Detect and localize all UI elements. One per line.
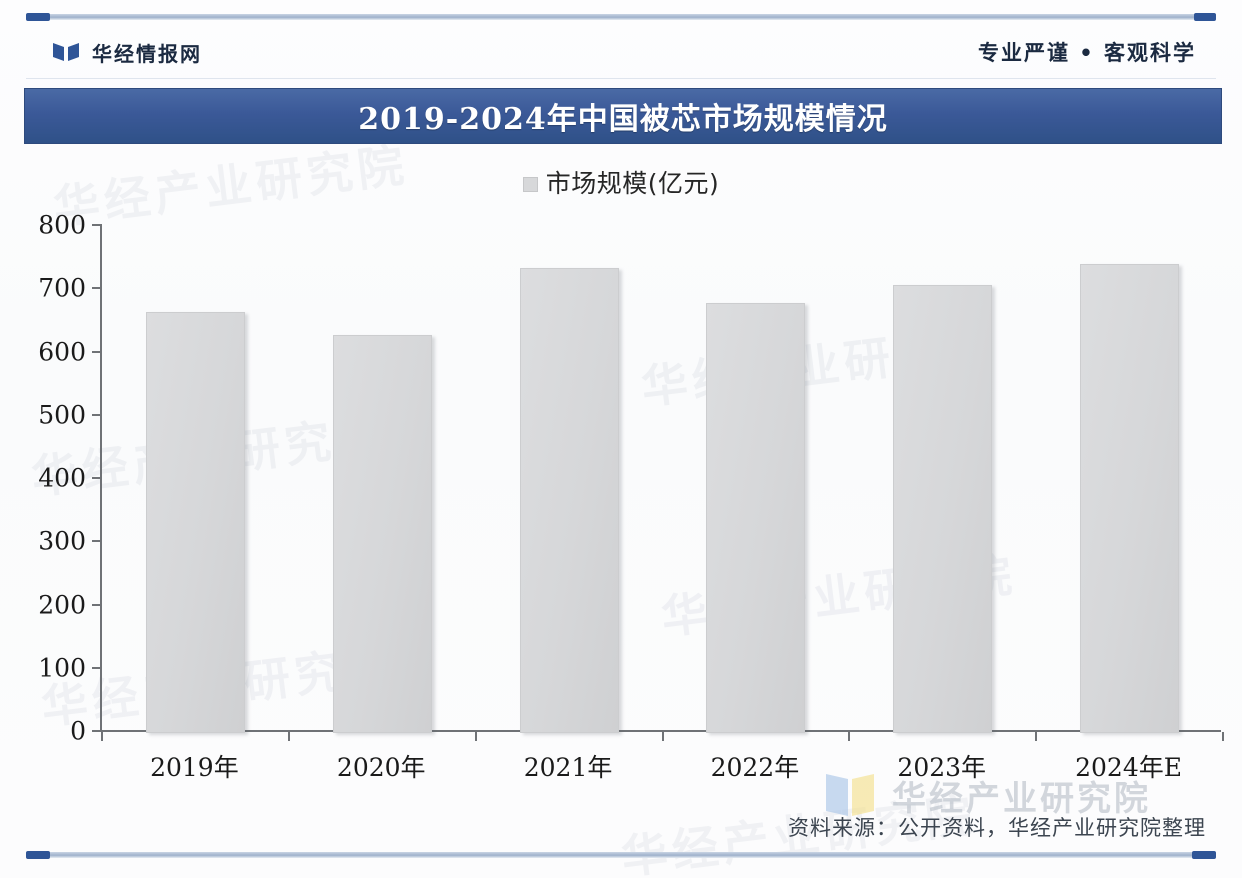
bar-2019年[interactable] <box>145 312 245 733</box>
y-axis-tick-mark <box>92 666 101 669</box>
x-axis-tick-mark <box>474 732 477 741</box>
x-axis-tick-label: 2022年 <box>710 753 800 782</box>
chart-legend[interactable]: 市场规模(亿元) <box>0 164 1242 200</box>
x-axis-tick-mark <box>1222 732 1224 741</box>
y-axis-tick-mark <box>92 413 101 416</box>
brand[interactable]: 华经情报网 <box>26 38 202 67</box>
y-axis-tick-mark <box>92 350 101 353</box>
corner-watermark-text: 华经产业研究院 <box>892 778 1151 819</box>
bar-2024年E[interactable] <box>1080 264 1180 733</box>
y-axis-tick-mark <box>92 224 101 226</box>
x-axis-tick-label: 2023年 <box>897 753 987 782</box>
book-wings-logo-icon <box>53 43 79 61</box>
bar-2021年[interactable] <box>519 268 619 733</box>
y-axis-tick-label: 500 <box>38 400 86 430</box>
y-axis-tick-label: 200 <box>38 590 86 619</box>
chart-title-bar: 2019-2024年中国被芯市场规模情况 <box>24 88 1222 144</box>
x-axis-tick-label: 2019年 <box>150 753 239 782</box>
rail-cap-right <box>1194 13 1216 21</box>
y-axis-tick-label: 300 <box>38 526 86 556</box>
rail-cap-right <box>1192 851 1216 859</box>
y-axis-tick-mark <box>92 287 101 290</box>
legend-swatch-market-size <box>522 176 538 192</box>
rail-cap-left <box>26 13 50 21</box>
x-axis-tick-label: 2020年 <box>336 753 426 782</box>
x-axis-tick-label: 2021年 <box>523 753 613 782</box>
huajing-book-logo-icon <box>826 774 874 816</box>
bar-2020年[interactable] <box>332 335 432 733</box>
x-axis-tick-mark <box>287 732 290 741</box>
x-axis-line <box>100 730 1221 732</box>
y-axis-tick-label: 400 <box>38 463 86 493</box>
y-axis-tick-label: 700 <box>38 273 86 303</box>
source-note: 资料来源：公开资料，华经产业研究院整理 <box>788 816 1206 840</box>
header-tagline: 专业严谨 • 客观科学 <box>977 41 1196 65</box>
y-axis-tick-label: 100 <box>38 653 86 683</box>
y-axis-tick-mark <box>92 540 101 543</box>
x-axis-tick-label: 2024年E <box>1075 753 1182 782</box>
y-axis-line <box>100 224 102 732</box>
y-axis-tick-mark <box>92 477 101 479</box>
legend-label-market-size: 市场规模(亿元) <box>545 169 720 198</box>
x-axis-tick-mark <box>661 732 664 741</box>
top-rail <box>26 13 1216 21</box>
y-axis-tick-mark <box>92 730 101 732</box>
y-axis-tick-label: 600 <box>38 337 86 366</box>
brand-name: 华经情报网 <box>92 41 202 66</box>
bar-2023年[interactable] <box>893 285 993 733</box>
y-axis-tick-label: 0 <box>70 716 86 746</box>
page-header: 华经情报网 专业严谨 • 客观科学 <box>26 26 1216 79</box>
y-axis-tick-label: 800 <box>38 210 86 240</box>
bar-2022年[interactable] <box>706 302 806 733</box>
page-title: 2019-2024年中国被芯市场规模情况 <box>358 102 888 137</box>
x-axis-tick-mark <box>101 732 103 741</box>
y-axis-tick-mark <box>92 603 101 606</box>
bottom-rail <box>26 851 1216 859</box>
corner-watermark: 华经产业研究院 <box>822 770 1151 820</box>
x-axis-tick-mark <box>1035 732 1038 741</box>
rail-cap-left <box>26 851 50 859</box>
x-axis-tick-mark <box>848 732 851 741</box>
